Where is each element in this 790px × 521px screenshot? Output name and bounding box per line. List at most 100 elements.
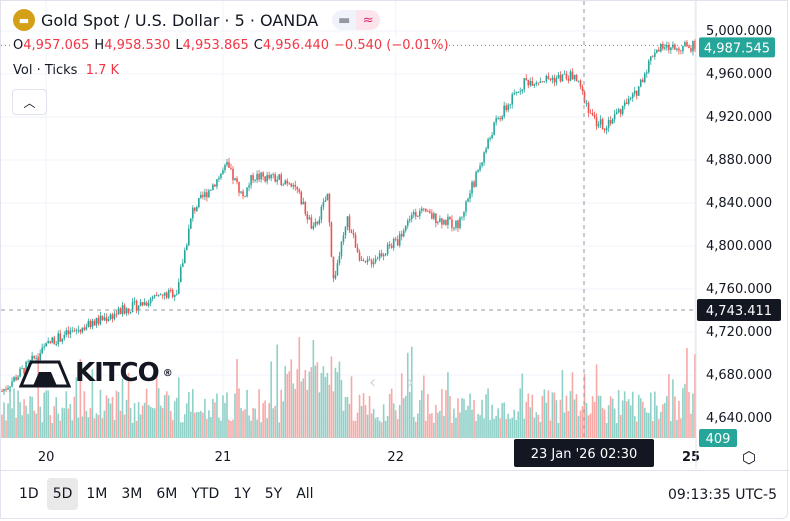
volume-bar xyxy=(85,410,88,438)
volume-badge xyxy=(699,429,737,447)
volume-bar xyxy=(13,388,15,438)
volume-bar xyxy=(416,413,419,438)
low-value: 4,953.865 xyxy=(182,38,249,53)
candle xyxy=(161,294,164,296)
high-label: H xyxy=(94,38,105,53)
scroll-right-icon[interactable]: › xyxy=(407,372,414,393)
price-chart[interactable]: 5,000.000 4,960.000 4,920.000 4,880.000 4,84… xyxy=(1,1,789,469)
volume-bar xyxy=(196,412,198,438)
volume-bar xyxy=(433,422,435,438)
candle xyxy=(244,195,246,197)
range-all[interactable]: All xyxy=(296,486,314,502)
candle xyxy=(340,241,343,256)
volume-bar xyxy=(525,401,528,438)
candle xyxy=(623,102,626,106)
candle xyxy=(192,207,194,219)
volume-bar xyxy=(459,412,461,438)
crosshair-price-badge xyxy=(697,299,781,321)
volume-bar xyxy=(324,376,327,438)
candle xyxy=(569,71,572,81)
range-1y[interactable]: 1Y xyxy=(233,486,251,502)
candle xyxy=(579,80,582,87)
candle xyxy=(226,162,228,166)
range-6m[interactable]: 6M xyxy=(156,486,178,502)
volume-bar xyxy=(7,403,9,438)
candle xyxy=(41,347,43,354)
price-tick: 4,920.000 xyxy=(706,110,772,125)
chart-settings-icon[interactable]: ⬡ xyxy=(742,448,756,467)
candle xyxy=(672,44,674,48)
volume-bar xyxy=(551,392,554,438)
volume-bar xyxy=(680,418,682,438)
volume-bar xyxy=(159,405,162,438)
scroll-left-icon[interactable]: ‹ xyxy=(369,372,376,393)
candle xyxy=(493,122,495,135)
volume-bar xyxy=(396,419,399,438)
candle xyxy=(37,357,39,361)
candle xyxy=(641,79,644,83)
volume-bar xyxy=(513,409,516,438)
volume-bar xyxy=(250,420,252,438)
minus-icon[interactable]: ▬ xyxy=(332,10,357,30)
candle xyxy=(210,189,212,191)
price-tick: 4,960.000 xyxy=(706,67,772,82)
candle xyxy=(119,308,122,315)
volume-bar xyxy=(631,391,634,438)
symbol-title[interactable]: Gold Spot / U.S. Dollar · 5 · OANDA xyxy=(41,10,319,30)
volume-bar xyxy=(410,346,413,438)
candle xyxy=(499,118,501,120)
volume-bar xyxy=(212,398,214,438)
candle xyxy=(433,213,435,219)
volume-bar xyxy=(185,403,188,438)
volume-bar xyxy=(531,394,534,438)
range-1d[interactable]: 1D xyxy=(19,486,39,502)
volume-bar xyxy=(242,410,244,438)
candle xyxy=(188,228,190,246)
range-1m[interactable]: 1M xyxy=(86,486,108,502)
volume-bar xyxy=(499,418,501,438)
volume-bar xyxy=(145,388,148,438)
candle xyxy=(167,290,170,298)
candle xyxy=(328,193,331,223)
candle xyxy=(483,152,485,163)
volume-bar xyxy=(662,404,664,438)
candle xyxy=(605,127,608,131)
candle xyxy=(173,294,176,297)
volume-bar xyxy=(228,419,230,438)
candle xyxy=(181,263,184,268)
volume-bar xyxy=(447,372,449,438)
volume-bar xyxy=(79,359,82,438)
candle xyxy=(559,74,562,82)
candle xyxy=(101,315,104,321)
candle xyxy=(294,184,297,187)
collapse-legend-button[interactable]: ︿ xyxy=(12,89,47,115)
clock[interactable]: 09:13:35 UTC-5 xyxy=(667,487,777,503)
candle xyxy=(17,376,19,380)
candle xyxy=(571,71,574,80)
range-5d[interactable]: 5D xyxy=(46,478,79,510)
candle xyxy=(320,206,323,220)
candle xyxy=(89,320,92,327)
legend-pill[interactable]: ▬ ≈ xyxy=(332,10,381,30)
candle xyxy=(451,219,453,228)
volume-bar xyxy=(650,392,652,438)
range-3m[interactable]: 3M xyxy=(121,486,143,502)
range-ytd[interactable]: YTD xyxy=(191,486,220,502)
volume-bar xyxy=(372,408,375,438)
candle xyxy=(501,116,503,120)
volume-bar xyxy=(29,396,31,438)
candle xyxy=(449,216,451,220)
candle xyxy=(224,165,226,171)
volume-bar xyxy=(290,359,293,438)
volume-bar xyxy=(539,421,542,438)
volume-bar xyxy=(692,393,694,438)
candle xyxy=(65,330,68,336)
candle xyxy=(551,77,554,80)
volume-bar xyxy=(491,404,493,438)
candle xyxy=(67,330,70,335)
volume-bar xyxy=(286,373,289,438)
volume-bar xyxy=(59,420,62,438)
time-tick: 25 xyxy=(682,450,700,465)
approx-icon[interactable]: ≈ xyxy=(356,10,381,30)
range-5y[interactable]: 5Y xyxy=(264,486,283,502)
